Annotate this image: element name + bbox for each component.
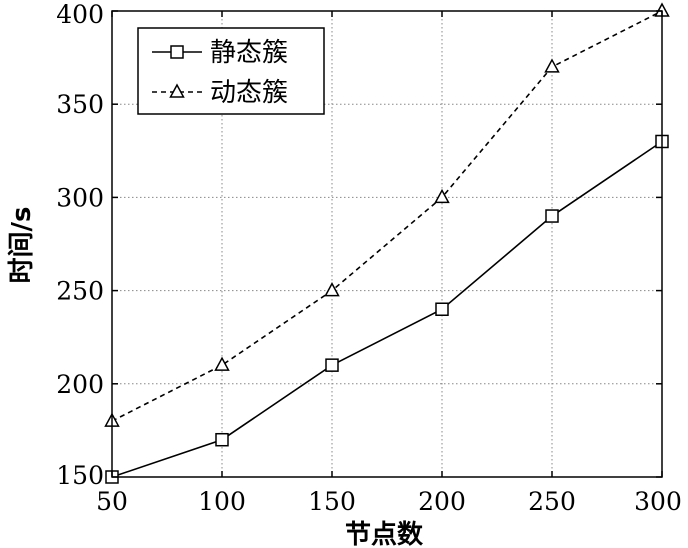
legend-box bbox=[137, 27, 325, 115]
plot-frame bbox=[111, 10, 663, 478]
series-lines bbox=[104, 2, 670, 484]
legend-label-static: 静态簇 bbox=[210, 38, 288, 68]
x-axis-label: 节点数 bbox=[345, 519, 424, 548]
y-tick-label: 200 bbox=[56, 370, 104, 399]
data-point-square bbox=[325, 358, 339, 372]
y-axis-ticks: 150 200 250 300 350 400 bbox=[56, 0, 662, 490]
y-tick-label: 350 bbox=[56, 90, 104, 119]
data-point-triangle bbox=[544, 58, 560, 73]
series-line-2 bbox=[111, 10, 663, 422]
x-tick-label: 300 bbox=[634, 487, 682, 516]
x-tick-label: 100 bbox=[198, 487, 246, 516]
x-tick-label: 200 bbox=[418, 487, 466, 516]
x-tick-label: 50 bbox=[96, 487, 128, 516]
legend-marker-static bbox=[170, 45, 184, 59]
data-point-square bbox=[215, 432, 229, 447]
plot-area-border bbox=[111, 10, 663, 478]
legend-label-dynamic: 动态簇 bbox=[210, 78, 288, 108]
data-point-square bbox=[435, 302, 449, 316]
y-tick-label: 150 bbox=[56, 461, 104, 490]
legend-marker-dynamic bbox=[169, 83, 185, 98]
y-tick-label: 400 bbox=[56, 0, 104, 29]
y-tick-label: 300 bbox=[56, 183, 104, 212]
data-point-square bbox=[545, 209, 559, 223]
series-line-1 bbox=[111, 140, 663, 478]
data-point-triangle bbox=[214, 356, 230, 371]
x-tick-label: 250 bbox=[528, 487, 576, 516]
data-point-triangle bbox=[434, 188, 450, 204]
x-tick-label: 150 bbox=[308, 487, 356, 516]
legend: 静态簇 动态簇 bbox=[137, 27, 325, 115]
x-axis-ticks: 50 100 150 200 250 300 bbox=[96, 11, 682, 516]
data-point-triangle bbox=[324, 282, 340, 297]
y-tick-label: 250 bbox=[56, 277, 104, 306]
grid-lines bbox=[112, 11, 662, 477]
y-axis-label: 时间/s bbox=[7, 207, 37, 284]
